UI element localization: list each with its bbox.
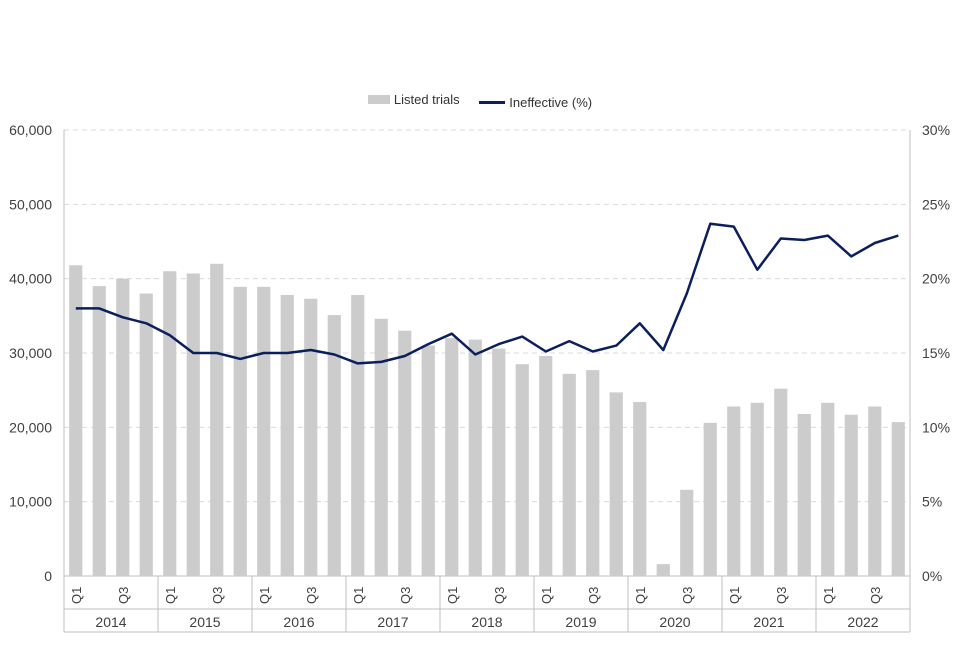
x-year-label: 2015	[189, 614, 220, 630]
bar-listed-trials	[93, 286, 106, 576]
bar-listed-trials	[563, 374, 576, 576]
x-quarter-label: Q3	[680, 587, 695, 604]
legend-item-ineffective: Ineffective (%)	[479, 95, 592, 110]
x-quarter-label: Q1	[727, 587, 742, 604]
bar-listed-trials	[657, 564, 670, 576]
y-right-tick-label: 0%	[922, 568, 942, 584]
legend-item-listed-trials: Listed trials	[368, 92, 460, 107]
bar-listed-trials	[398, 331, 411, 576]
x-quarter-label: Q3	[586, 587, 601, 604]
x-year-label: 2018	[471, 614, 502, 630]
bar-listed-trials	[798, 414, 811, 576]
bar-listed-trials	[751, 403, 764, 576]
y-left-tick-label: 40,000	[9, 271, 52, 287]
bar-listed-trials	[445, 338, 458, 576]
y-right-tick-label: 20%	[922, 271, 950, 287]
x-year-label: 2022	[847, 614, 878, 630]
x-quarter-label: Q1	[257, 587, 272, 604]
x-quarter-label: Q1	[633, 587, 648, 604]
bar-listed-trials	[586, 370, 599, 576]
bar-listed-trials	[116, 279, 129, 576]
bar-listed-trials	[304, 299, 317, 576]
bar-listed-trials	[633, 402, 646, 576]
bar-listed-trials	[492, 349, 505, 576]
y-right-tick-label: 15%	[922, 345, 950, 361]
x-quarter-label: Q1	[821, 587, 836, 604]
x-quarter-label: Q3	[210, 587, 225, 604]
bar-listed-trials	[422, 346, 435, 576]
x-quarter-label: Q3	[116, 587, 131, 604]
x-year-label: 2014	[95, 614, 126, 630]
y-left-tick-label: 10,000	[9, 494, 52, 510]
x-quarter-label: Q3	[774, 587, 789, 604]
legend-line-swatch	[479, 101, 505, 104]
x-quarter-label: Q1	[163, 587, 178, 604]
bar-listed-trials	[868, 407, 881, 576]
x-year-label: 2019	[565, 614, 596, 630]
x-quarter-label: Q3	[398, 587, 413, 604]
x-quarter-label: Q3	[304, 587, 319, 604]
x-year-label: 2016	[283, 614, 314, 630]
y-left-tick-label: 30,000	[9, 345, 52, 361]
bar-listed-trials	[69, 265, 82, 576]
bar-listed-trials	[539, 356, 552, 576]
x-quarter-label: Q1	[351, 587, 366, 604]
y-right-tick-label: 10%	[922, 419, 950, 435]
bar-listed-trials	[210, 264, 223, 576]
x-year-label: 2021	[753, 614, 784, 630]
y-right-tick-label: 30%	[922, 122, 950, 138]
x-year-label: 2020	[659, 614, 690, 630]
legend-label-ineffective: Ineffective (%)	[509, 95, 592, 110]
bar-listed-trials	[704, 423, 717, 576]
bar-listed-trials	[351, 295, 364, 576]
chart-legend: Listed trials Ineffective (%)	[0, 92, 960, 110]
x-year-label: 2017	[377, 614, 408, 630]
bar-listed-trials	[845, 415, 858, 576]
x-quarter-label: Q3	[492, 587, 507, 604]
bar-listed-trials	[516, 364, 529, 576]
bar-listed-trials	[163, 271, 176, 576]
y-left-tick-label: 20,000	[9, 419, 52, 435]
y-left-tick-label: 50,000	[9, 196, 52, 212]
y-right-tick-label: 25%	[922, 196, 950, 212]
x-quarter-label: Q1	[539, 587, 554, 604]
bar-listed-trials	[375, 319, 388, 576]
bar-listed-trials	[892, 422, 905, 576]
x-quarter-label: Q1	[69, 587, 84, 604]
legend-label-listed-trials: Listed trials	[394, 92, 460, 107]
bar-listed-trials	[187, 273, 200, 576]
bar-listed-trials	[281, 295, 294, 576]
bar-listed-trials	[821, 403, 834, 576]
bar-listed-trials	[727, 407, 740, 576]
y-left-tick-label: 60,000	[9, 122, 52, 138]
legend-bar-swatch	[368, 95, 390, 104]
x-quarter-label: Q3	[868, 587, 883, 604]
bar-listed-trials	[469, 340, 482, 576]
bar-listed-trials	[610, 392, 623, 576]
y-right-tick-label: 5%	[922, 494, 942, 510]
bar-listed-trials	[680, 490, 693, 576]
y-left-tick-label: 0	[44, 568, 52, 584]
bar-listed-trials	[234, 287, 247, 576]
x-quarter-label: Q1	[445, 587, 460, 604]
bar-listed-trials	[257, 287, 270, 576]
bar-listed-trials	[140, 294, 153, 576]
bar-listed-trials	[774, 389, 787, 576]
